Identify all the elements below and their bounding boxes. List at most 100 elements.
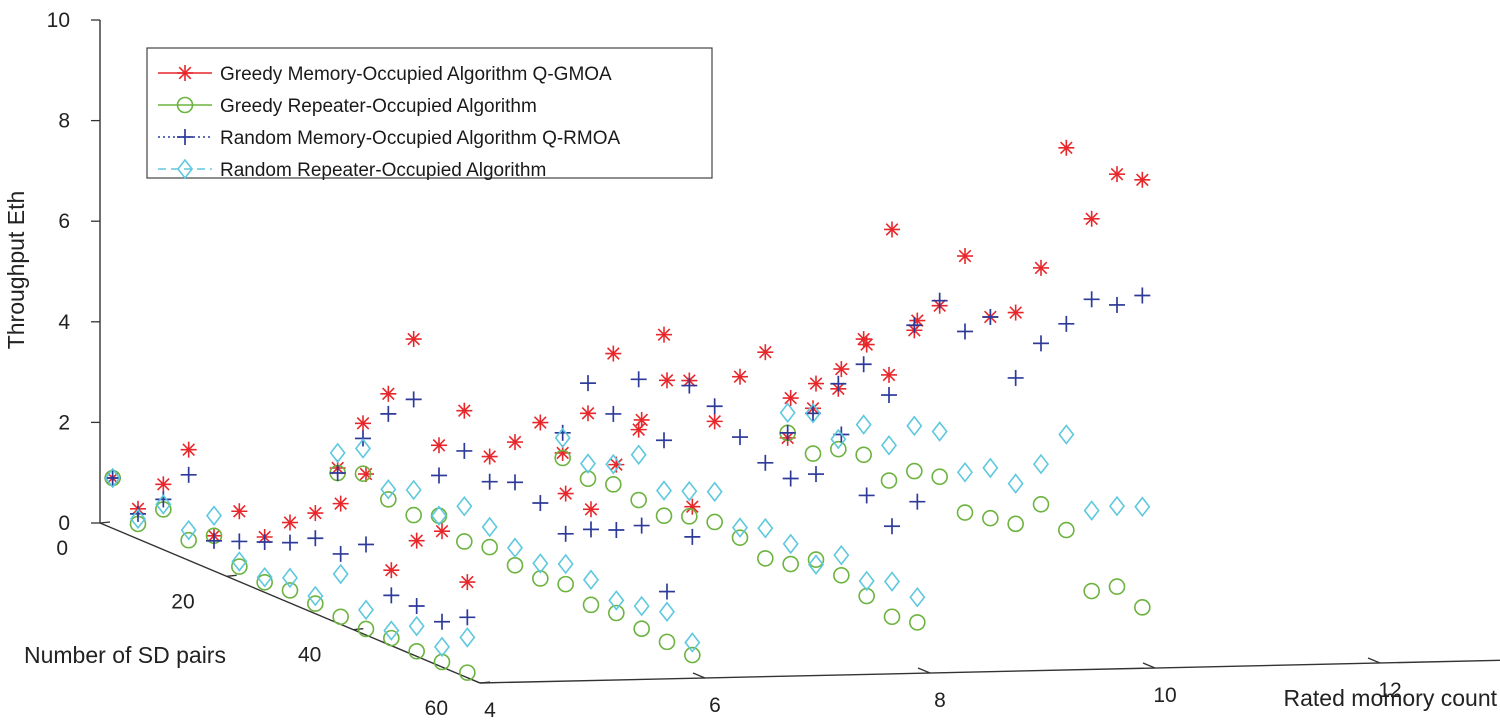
data-point-series-3 — [830, 375, 847, 392]
data-point-series-2 — [731, 529, 749, 546]
data-point-series-4 — [855, 414, 872, 435]
data-point-series-1 — [459, 574, 476, 591]
data-point-series-3 — [630, 371, 647, 388]
data-point-series-1 — [782, 390, 799, 407]
data-point-series-2 — [383, 629, 400, 647]
data-point-series-1 — [605, 345, 622, 362]
x-tick-label: 12 — [1378, 679, 1401, 702]
data-point-series-4 — [605, 453, 622, 475]
data-point-series-1 — [706, 413, 723, 430]
data-point-series-4 — [906, 415, 923, 437]
data-point-series-4 — [1032, 453, 1050, 475]
data-point-series-3 — [329, 465, 346, 482]
data-point-series-1 — [431, 437, 447, 454]
data-point-series-3 — [1033, 335, 1049, 352]
data-point-series-2 — [180, 531, 197, 549]
data-point-series-3 — [231, 533, 248, 550]
data-point-series-3 — [684, 528, 701, 545]
data-point-series-3 — [532, 495, 549, 512]
data-point-series-3 — [1134, 287, 1151, 304]
data-point-series-2 — [1108, 578, 1126, 595]
data-point-series-3 — [358, 536, 374, 553]
data-point-series-2 — [906, 462, 923, 480]
data-point-series-4 — [880, 435, 898, 456]
data-point-series-2 — [757, 550, 774, 567]
legend-marker-asterisk — [177, 65, 193, 81]
data-point-series-4 — [931, 421, 948, 442]
data-point-series-3 — [206, 532, 222, 549]
data-point-series-3 — [155, 491, 172, 508]
data-point-series-1 — [1134, 171, 1151, 188]
data-point-series-4 — [658, 601, 676, 623]
data-point-series-3 — [608, 522, 625, 539]
data-point-series-2 — [681, 508, 698, 525]
x-axis-label: Rated momory count — [1284, 685, 1498, 711]
data-point-series-3 — [408, 598, 425, 615]
y-tick-label: 20 — [171, 590, 194, 613]
data-point-series-2 — [1032, 496, 1050, 513]
data-point-series-3 — [881, 387, 897, 404]
data-point-series-3 — [656, 432, 672, 449]
data-point-series-3 — [931, 292, 948, 309]
data-point-series-3 — [507, 474, 523, 491]
data-point-series-1 — [808, 375, 824, 392]
data-point-series-3 — [1109, 296, 1125, 313]
data-point-series-2 — [956, 504, 974, 521]
data-point-series-1 — [507, 434, 523, 451]
data-point-series-1 — [855, 331, 872, 348]
legend-marker-circle — [176, 96, 194, 114]
data-point-series-3 — [380, 405, 397, 422]
data-point-series-1 — [481, 448, 498, 465]
data-point-series-4 — [1083, 500, 1100, 521]
data-point-series-4 — [354, 438, 372, 459]
data-point-series-3 — [757, 454, 774, 471]
data-point-series-4 — [579, 453, 597, 474]
data-point-series-1 — [833, 361, 850, 378]
y-tick-label: 60 — [425, 697, 448, 720]
data-point-series-4 — [430, 505, 448, 527]
data-point-series-3 — [982, 308, 999, 325]
y-tick-mark — [99, 521, 111, 524]
data-point-series-1 — [380, 385, 397, 402]
data-point-series-4 — [557, 553, 574, 575]
data-point-series-4 — [332, 563, 349, 585]
data-point-series-4 — [1134, 496, 1151, 518]
data-point-series-2 — [481, 538, 498, 556]
data-point-series-2 — [655, 507, 673, 525]
data-point-series-4 — [459, 627, 476, 648]
legend-marker-diamond — [176, 158, 194, 180]
x-tick-mark — [917, 667, 931, 674]
data-point-series-3 — [884, 518, 900, 535]
data-point-series-3 — [580, 375, 596, 392]
legend-marker-plus — [177, 129, 193, 145]
data-point-series-2 — [605, 476, 622, 493]
data-point-series-2 — [408, 643, 425, 660]
data-point-series-1 — [757, 344, 774, 361]
data-point-series-2 — [807, 551, 825, 568]
data-point-series-1 — [580, 405, 596, 422]
data-point-series-1 — [155, 476, 172, 493]
data-point-series-2 — [1134, 599, 1151, 616]
data-point-series-2 — [456, 533, 473, 550]
x-tick-label: 4 — [484, 699, 496, 722]
data-point-series-4 — [256, 566, 273, 588]
data-point-series-4 — [630, 444, 647, 466]
data-point-series-3 — [434, 613, 450, 630]
data-point-series-3 — [307, 530, 324, 547]
data-point-series-4 — [383, 620, 400, 641]
data-point-series-2 — [684, 646, 701, 664]
x-tick-mark — [1367, 657, 1381, 664]
data-point-series-4 — [858, 570, 875, 592]
data-point-series-3 — [706, 398, 723, 415]
data-point-series-2 — [658, 633, 676, 651]
data-point-series-3 — [681, 377, 698, 394]
x-tick-label: 10 — [1153, 684, 1176, 707]
data-point-series-2 — [858, 587, 875, 605]
data-point-series-3 — [431, 467, 447, 484]
data-point-series-1 — [1083, 210, 1100, 227]
x-tick-label: 6 — [709, 694, 721, 717]
data-point-series-2 — [506, 557, 524, 574]
data-point-series-2 — [830, 440, 847, 458]
data-point-series-4 — [481, 516, 498, 538]
data-point-series-3 — [481, 473, 498, 490]
